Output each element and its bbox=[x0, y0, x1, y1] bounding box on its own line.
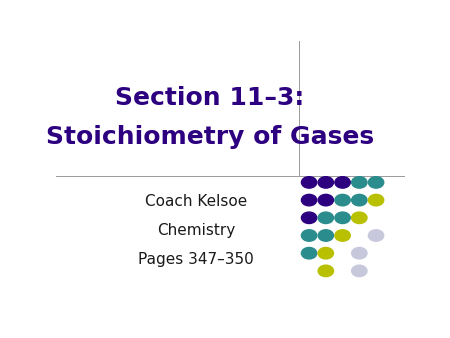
Circle shape bbox=[351, 265, 367, 276]
Circle shape bbox=[318, 265, 333, 276]
Circle shape bbox=[351, 212, 367, 223]
Text: Section 11–3:: Section 11–3: bbox=[115, 86, 304, 110]
Circle shape bbox=[302, 230, 317, 241]
Circle shape bbox=[351, 194, 367, 206]
Text: Stoichiometry of Gases: Stoichiometry of Gases bbox=[45, 125, 374, 149]
Circle shape bbox=[335, 177, 350, 188]
Circle shape bbox=[302, 177, 317, 188]
Circle shape bbox=[369, 230, 384, 241]
Circle shape bbox=[318, 212, 333, 223]
Circle shape bbox=[351, 247, 367, 259]
Circle shape bbox=[318, 247, 333, 259]
Circle shape bbox=[351, 177, 367, 188]
Circle shape bbox=[302, 247, 317, 259]
Circle shape bbox=[318, 194, 333, 206]
Circle shape bbox=[318, 177, 333, 188]
Text: Chemistry: Chemistry bbox=[157, 223, 235, 238]
Text: Pages 347–350: Pages 347–350 bbox=[138, 252, 254, 267]
Circle shape bbox=[369, 177, 384, 188]
Circle shape bbox=[335, 212, 350, 223]
Circle shape bbox=[302, 212, 317, 223]
Circle shape bbox=[318, 230, 333, 241]
Circle shape bbox=[335, 194, 350, 206]
Circle shape bbox=[302, 194, 317, 206]
Circle shape bbox=[335, 230, 350, 241]
Text: Coach Kelsoe: Coach Kelsoe bbox=[144, 194, 247, 210]
Circle shape bbox=[369, 194, 384, 206]
